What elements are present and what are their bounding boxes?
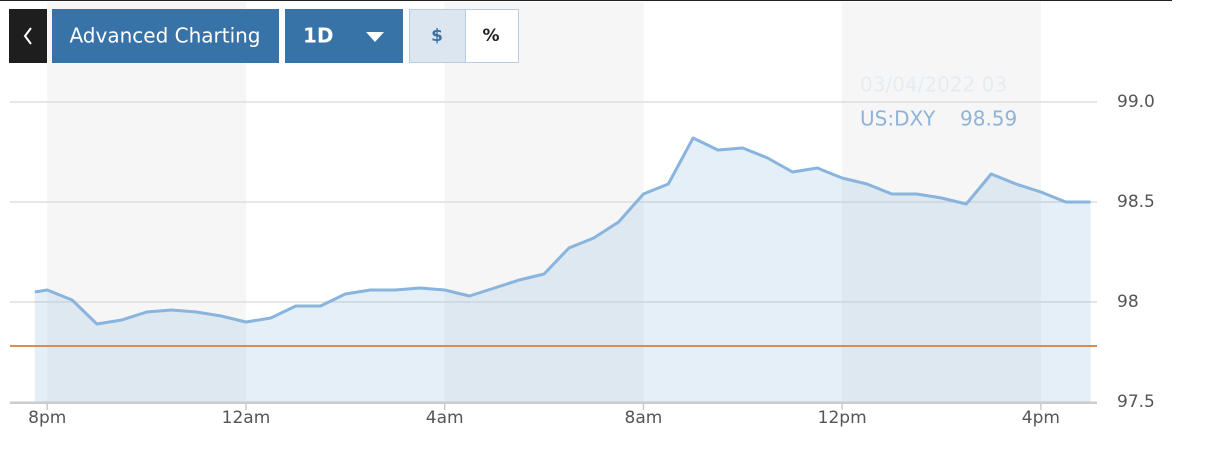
button-label: Advanced Charting [69,24,260,48]
x-tick-label: 12pm [818,408,867,428]
x-tick-label: 4pm [1022,408,1060,428]
dollar-toggle[interactable] [409,9,466,63]
x-tick-label: 8pm [28,408,66,428]
toggle-label: $ [431,26,443,46]
advanced-charting-button[interactable] [52,9,279,63]
x-tick-label: 8am [625,408,663,428]
tooltip-value: 98.59 [960,107,1017,131]
range-label: 1D [303,24,334,48]
range-dropdown[interactable] [285,9,403,63]
area-fill [34,138,1091,402]
toggle-label: % [482,26,499,46]
y-tick-label: 98.5 [1117,192,1155,212]
tooltip-date: 03/04/2022 03 [860,73,1007,97]
percent-toggle[interactable] [465,9,519,63]
x-tick-label: 12am [222,408,271,428]
x-tick-label: 4am [426,408,464,428]
y-tick-label: 97.5 [1117,392,1155,412]
back-icon [23,27,32,45]
y-tick-label: 99.0 [1117,92,1155,112]
back-button[interactable] [9,9,47,63]
dropdown-arrow [366,32,384,42]
price-line [34,136,1091,326]
y-tick-label: 98 [1117,292,1139,312]
tooltip-symbol: US:DXY [860,107,936,131]
